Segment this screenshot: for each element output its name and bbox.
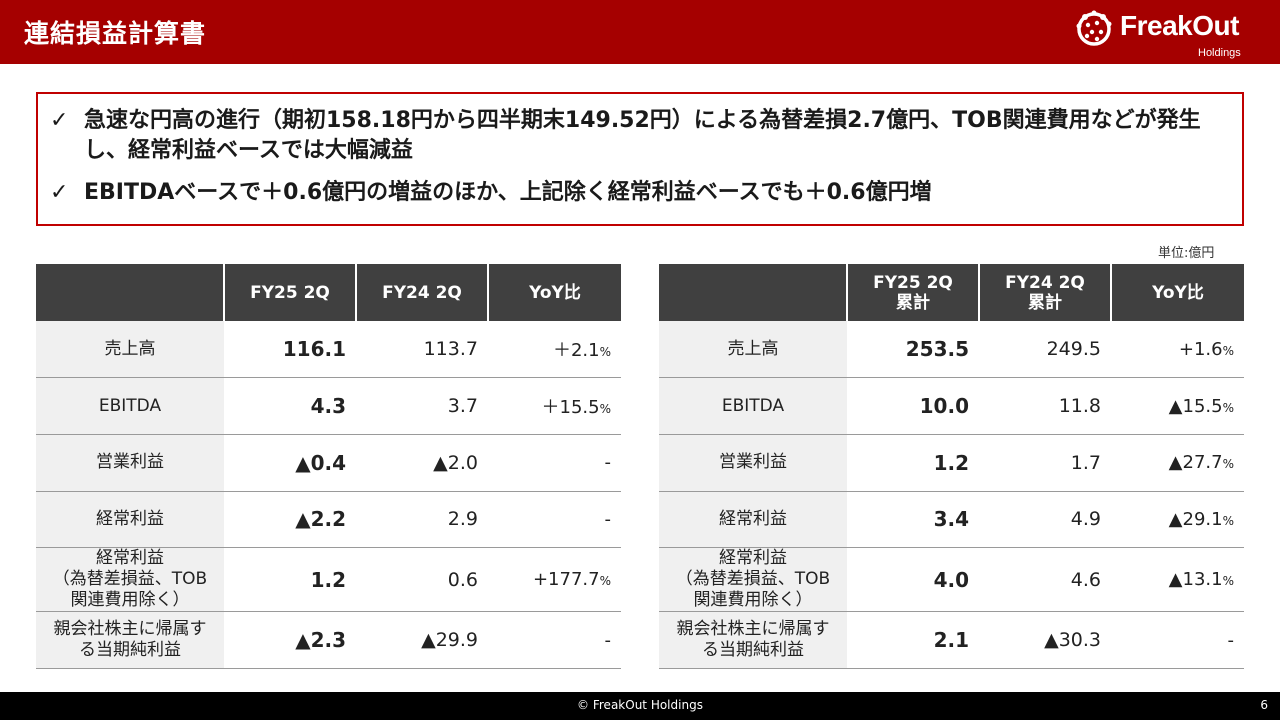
yoy-unit: % bbox=[1222, 513, 1234, 528]
row-label: 親会社株主に帰属す る当期純利益 bbox=[659, 611, 847, 669]
row-label: 親会社株主に帰属す る当期純利益 bbox=[36, 611, 224, 669]
check-icon: ✓ bbox=[50, 180, 69, 205]
yoy-unit: % bbox=[599, 345, 611, 360]
table-row: 経常利益 3.4 4.9 ▲29.1% bbox=[659, 491, 1244, 549]
yoy-unit: % bbox=[1222, 457, 1234, 472]
current-value: 253.5 bbox=[847, 321, 979, 379]
row-label: 経常利益 bbox=[36, 491, 224, 549]
summary-point-text: 急速な円高の進行（期初158.18円から四半期末149.52円）による為替差損2… bbox=[84, 108, 1201, 163]
quarter-pl-table: FY25 2Q FY24 2Q YoY比 売上高 116.1 113.7 ＋2.1% EBI… bbox=[36, 264, 621, 669]
yoy-value: ▲29.1% bbox=[1111, 491, 1244, 549]
previous-value: 4.6 bbox=[979, 547, 1111, 613]
yoy-value: ▲15.5% bbox=[1111, 377, 1244, 435]
yoy-unit: % bbox=[1222, 400, 1234, 415]
summary-callout: ✓ 急速な円高の進行（期初158.18円から四半期末149.52円）による為替差… bbox=[36, 92, 1244, 226]
current-value: 4.3 bbox=[224, 377, 356, 435]
slide-header: 連結損益計算書 FreakOut Holdings bbox=[0, 0, 1280, 64]
column-header: FY24 2Q 累計 bbox=[978, 264, 1111, 321]
current-value: 3.4 bbox=[847, 491, 979, 549]
yoy-value: - bbox=[488, 491, 621, 549]
slide-footer: © FreakOut Holdings 6 bbox=[0, 692, 1280, 720]
summary-point-text: EBITDAベースで＋0.6億円の増益のほか、上記除く経常利益ベースでも＋0.6… bbox=[84, 180, 932, 205]
yoy-unit: % bbox=[1222, 343, 1234, 358]
current-value: 10.0 bbox=[847, 377, 979, 435]
column-header bbox=[36, 264, 224, 321]
table-row: 営業利益 ▲0.4 ▲2.0- bbox=[36, 434, 621, 492]
slide-title: 連結損益計算書 bbox=[24, 19, 207, 48]
current-value: 4.0 bbox=[847, 547, 979, 613]
summary-point: ✓ EBITDAベースで＋0.6億円の増益のほか、上記除く経常利益ベースでも＋0… bbox=[50, 178, 1240, 210]
yoy-value: ＋2.1% bbox=[488, 321, 621, 379]
previous-value: 113.7 bbox=[356, 321, 488, 379]
column-header: FY25 2Q bbox=[223, 264, 356, 321]
previous-value: 4.9 bbox=[979, 491, 1111, 549]
page-number: 6 bbox=[1260, 698, 1268, 712]
current-value: ▲2.2 bbox=[224, 491, 356, 549]
previous-value: ▲29.9 bbox=[356, 611, 488, 669]
yoy-value: - bbox=[1111, 611, 1244, 669]
yoy-value: ▲13.1% bbox=[1111, 547, 1244, 613]
row-label: 経常利益 （為替差損益、TOB 関連費用除く） bbox=[659, 547, 847, 613]
row-label: 経常利益 bbox=[659, 491, 847, 549]
yoy-unit: % bbox=[599, 574, 611, 589]
column-header: YoY比 bbox=[487, 264, 621, 321]
table-row: 経常利益 ▲2.2 2.9- bbox=[36, 491, 621, 549]
previous-value: ▲2.0 bbox=[356, 434, 488, 492]
logo-mark-icon bbox=[1076, 10, 1112, 46]
previous-value: 1.7 bbox=[979, 434, 1111, 492]
current-value: 1.2 bbox=[847, 434, 979, 492]
row-label: 売上高 bbox=[36, 321, 224, 379]
row-label: EBITDA bbox=[659, 377, 847, 435]
yoy-value: +177.7% bbox=[488, 547, 621, 613]
unit-label: 単位:億円 bbox=[1158, 246, 1215, 261]
previous-value: 3.7 bbox=[356, 377, 488, 435]
column-header bbox=[659, 264, 847, 321]
column-header: YoY比 bbox=[1110, 264, 1244, 321]
row-label: 経常利益 （為替差損益、TOB 関連費用除く） bbox=[36, 547, 224, 613]
table-row: 売上高 116.1 113.7 ＋2.1% bbox=[36, 321, 621, 379]
row-label: 売上高 bbox=[659, 321, 847, 379]
table-row: 親会社株主に帰属す る当期純利益 ▲2.3 ▲29.9- bbox=[36, 611, 621, 669]
row-label: 営業利益 bbox=[36, 434, 224, 492]
table-row: EBITDA 4.3 3.7 ＋15.5% bbox=[36, 377, 621, 435]
copyright-text: © FreakOut Holdings bbox=[577, 698, 703, 712]
cumulative-pl-table: FY25 2Q 累計 FY24 2Q 累計 YoY比 売上高 253.5 249.5 +1.6… bbox=[659, 264, 1244, 669]
summary-point: ✓ 急速な円高の進行（期初158.18円から四半期末149.52円）による為替差… bbox=[50, 106, 1240, 168]
table-row: 営業利益 1.2 1.7 ▲27.7% bbox=[659, 434, 1244, 492]
column-header: FY24 2Q bbox=[355, 264, 488, 321]
yoy-unit: % bbox=[599, 402, 611, 417]
current-value: 116.1 bbox=[224, 321, 356, 379]
yoy-value: +1.6% bbox=[1111, 321, 1244, 379]
previous-value: 249.5 bbox=[979, 321, 1111, 379]
table-row: 売上高 253.5 249.5 +1.6% bbox=[659, 321, 1244, 379]
previous-value: 2.9 bbox=[356, 491, 488, 549]
yoy-value: ▲27.7% bbox=[1111, 434, 1244, 492]
current-value: 2.1 bbox=[847, 611, 979, 669]
table-row: 経常利益 （為替差損益、TOB 関連費用除く） 4.0 4.6 ▲13.1% bbox=[659, 547, 1244, 613]
logo-wordmark: FreakOut bbox=[1120, 10, 1239, 41]
row-label: EBITDA bbox=[36, 377, 224, 435]
yoy-value: ＋15.5% bbox=[488, 377, 621, 435]
yoy-value: - bbox=[488, 434, 621, 492]
yoy-unit: % bbox=[1222, 574, 1234, 589]
previous-value: 0.6 bbox=[356, 547, 488, 613]
table-row: 経常利益 （為替差損益、TOB 関連費用除く） 1.2 0.6 +177.7% bbox=[36, 547, 621, 613]
logo-subtitle: Holdings bbox=[1198, 47, 1241, 59]
previous-value: ▲30.3 bbox=[979, 611, 1111, 669]
row-label: 営業利益 bbox=[659, 434, 847, 492]
company-logo: FreakOut Holdings bbox=[1064, 0, 1260, 64]
current-value: ▲2.3 bbox=[224, 611, 356, 669]
current-value: 1.2 bbox=[224, 547, 356, 613]
table-row: 親会社株主に帰属す る当期純利益 2.1 ▲30.3- bbox=[659, 611, 1244, 669]
table-row: EBITDA 10.0 11.8 ▲15.5% bbox=[659, 377, 1244, 435]
yoy-value: - bbox=[488, 611, 621, 669]
previous-value: 11.8 bbox=[979, 377, 1111, 435]
current-value: ▲0.4 bbox=[224, 434, 356, 492]
column-header: FY25 2Q 累計 bbox=[846, 264, 979, 321]
check-icon: ✓ bbox=[50, 108, 69, 133]
